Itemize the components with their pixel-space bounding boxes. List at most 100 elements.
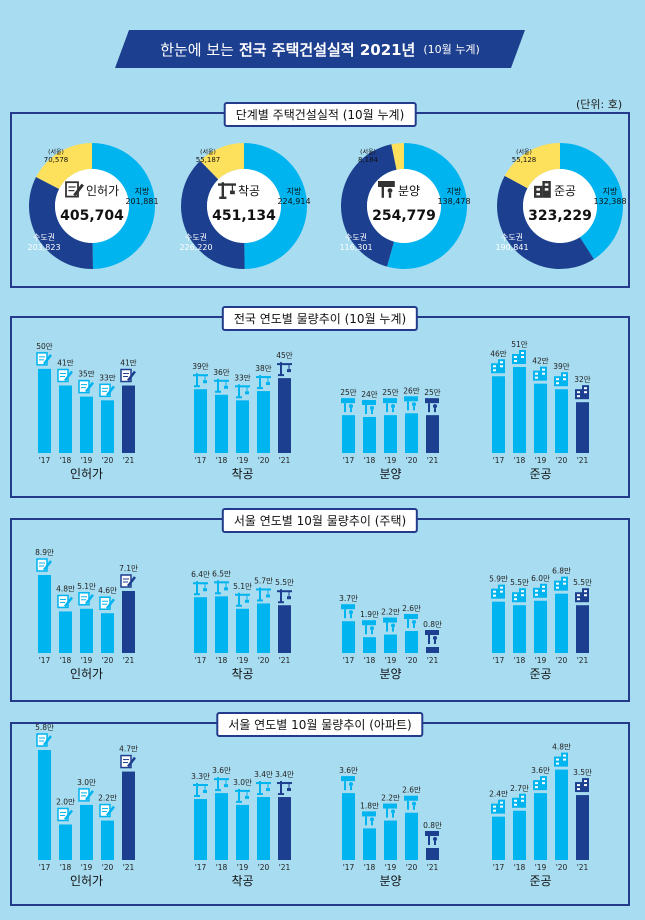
bar-value-label: 5.7만 — [254, 576, 273, 585]
sale-sign — [362, 400, 376, 405]
building-window — [556, 758, 559, 761]
bar-value-label: 6.8만 — [552, 567, 571, 576]
sale-sign — [341, 604, 355, 610]
header-subtitle: (10월 누계) — [423, 43, 480, 56]
building-left — [491, 363, 498, 374]
bar-group-4: 2.4만 '17 2.7만 '18 3.6만 '19 4.8만 '20 3.5만 '21 준공 — [489, 743, 592, 888]
bar-value-label: 5.5만 — [275, 578, 294, 587]
donut-charts: 인허가405,704지방201,881수도권203,823(서울)70,578착… — [27, 143, 627, 269]
building-left — [512, 797, 519, 808]
crane-icon — [193, 581, 208, 596]
sale-icon — [383, 617, 397, 632]
bar-value-label: 3.3만 — [191, 772, 210, 781]
permit-pen — [106, 805, 115, 817]
building-window — [535, 589, 538, 592]
bar-value-label: 5.1만 — [233, 582, 252, 591]
bar — [426, 848, 439, 860]
bar-value-label: 2.4만 — [489, 790, 508, 799]
building-window — [577, 788, 580, 791]
panel-title: 서울 연도별 10월 물량추이 (주택) — [221, 508, 419, 533]
bar-value-label: 32만 — [574, 375, 591, 384]
bar-value-label: 0.8만 — [423, 821, 442, 830]
building-left — [512, 354, 519, 364]
building-window — [584, 590, 587, 593]
sale-sign — [383, 398, 397, 404]
permit-icon — [57, 807, 73, 822]
bar — [59, 385, 72, 453]
bar-value-label: 39만 — [553, 362, 570, 371]
donut-center-total: 451,134 — [212, 208, 276, 224]
donut-center-total: 405,704 — [60, 208, 124, 224]
permit-icon — [78, 592, 94, 606]
bar-value-label: 6.0만 — [531, 574, 550, 583]
x-tick-label: '17 — [39, 863, 51, 872]
bar-value-label: 42만 — [532, 357, 549, 366]
bar-value-label: 2.6만 — [402, 604, 421, 613]
crane-load — [287, 788, 291, 792]
crane-icon — [235, 592, 250, 607]
bar — [384, 415, 397, 453]
crane-load — [287, 369, 291, 373]
x-tick-label: '20 — [258, 656, 270, 665]
bar-value-label: 3.6만 — [531, 766, 550, 775]
x-tick-label: '17 — [343, 456, 355, 465]
bar-group-1: 8.9만 '17 4.8만 '18 5.1만 '19 4.6만 '20 7.1만 '21 인허가 — [35, 548, 138, 681]
building-window — [556, 382, 559, 385]
bar-value-label: 3.4만 — [254, 770, 273, 779]
sale-icon — [425, 831, 439, 845]
seoul-value: 55,187 — [196, 156, 221, 164]
building-icon — [554, 752, 568, 767]
x-tick-label: '18 — [60, 863, 72, 872]
x-tick-label: '17 — [195, 456, 207, 465]
bar — [122, 771, 135, 860]
bar-value-label: 1.9만 — [360, 610, 379, 619]
building-icon — [512, 793, 526, 808]
building-icon — [491, 584, 505, 599]
building-window — [535, 372, 538, 375]
stage-donut-panel: 단계별 주택건설실적 (10월 누계) 인허가 405,704 지방 201,881 수… — [10, 102, 630, 288]
x-tick-label: '17 — [493, 656, 505, 665]
building-window — [542, 585, 545, 588]
bar-value-label: 3.5만 — [573, 768, 592, 777]
bar — [236, 400, 249, 453]
x-tick-label: '19 — [535, 456, 547, 465]
permit-icon — [99, 383, 115, 398]
building-left — [533, 370, 540, 381]
bar-value-label: 4.8만 — [56, 584, 75, 593]
permit-pen — [43, 560, 52, 571]
bar — [426, 415, 439, 453]
x-tick-label: '20 — [406, 863, 418, 872]
bar — [555, 593, 568, 653]
bar-value-label: 35만 — [78, 370, 95, 379]
building-icon — [491, 359, 505, 374]
crane-icon — [193, 783, 208, 797]
bar — [257, 797, 270, 860]
building-left — [554, 580, 561, 591]
jibang-value: 132,388 — [593, 197, 626, 206]
permit-icon — [120, 754, 136, 769]
jibang-name: 지방 — [287, 186, 302, 196]
x-tick-label: '20 — [102, 656, 114, 665]
x-tick-label: '17 — [343, 863, 355, 872]
donut-hole — [367, 169, 441, 243]
seoul-value: 70,578 — [44, 156, 69, 164]
sale-sign — [404, 396, 418, 402]
bar-value-label: 36만 — [213, 368, 230, 377]
permit-pen — [127, 756, 136, 768]
sale-icon — [341, 776, 355, 791]
x-tick-label: '20 — [406, 456, 418, 465]
building-icon — [533, 366, 547, 381]
building-window — [563, 582, 566, 585]
bar — [363, 637, 376, 653]
bar — [236, 804, 249, 860]
jibang-name: 지방 — [603, 186, 618, 196]
x-tick-label: '21 — [123, 656, 135, 665]
x-tick-label: '19 — [535, 863, 547, 872]
bar — [363, 828, 376, 860]
permit-icon — [99, 803, 115, 818]
building-window — [577, 598, 580, 601]
donut-slice-seoul — [504, 143, 560, 189]
